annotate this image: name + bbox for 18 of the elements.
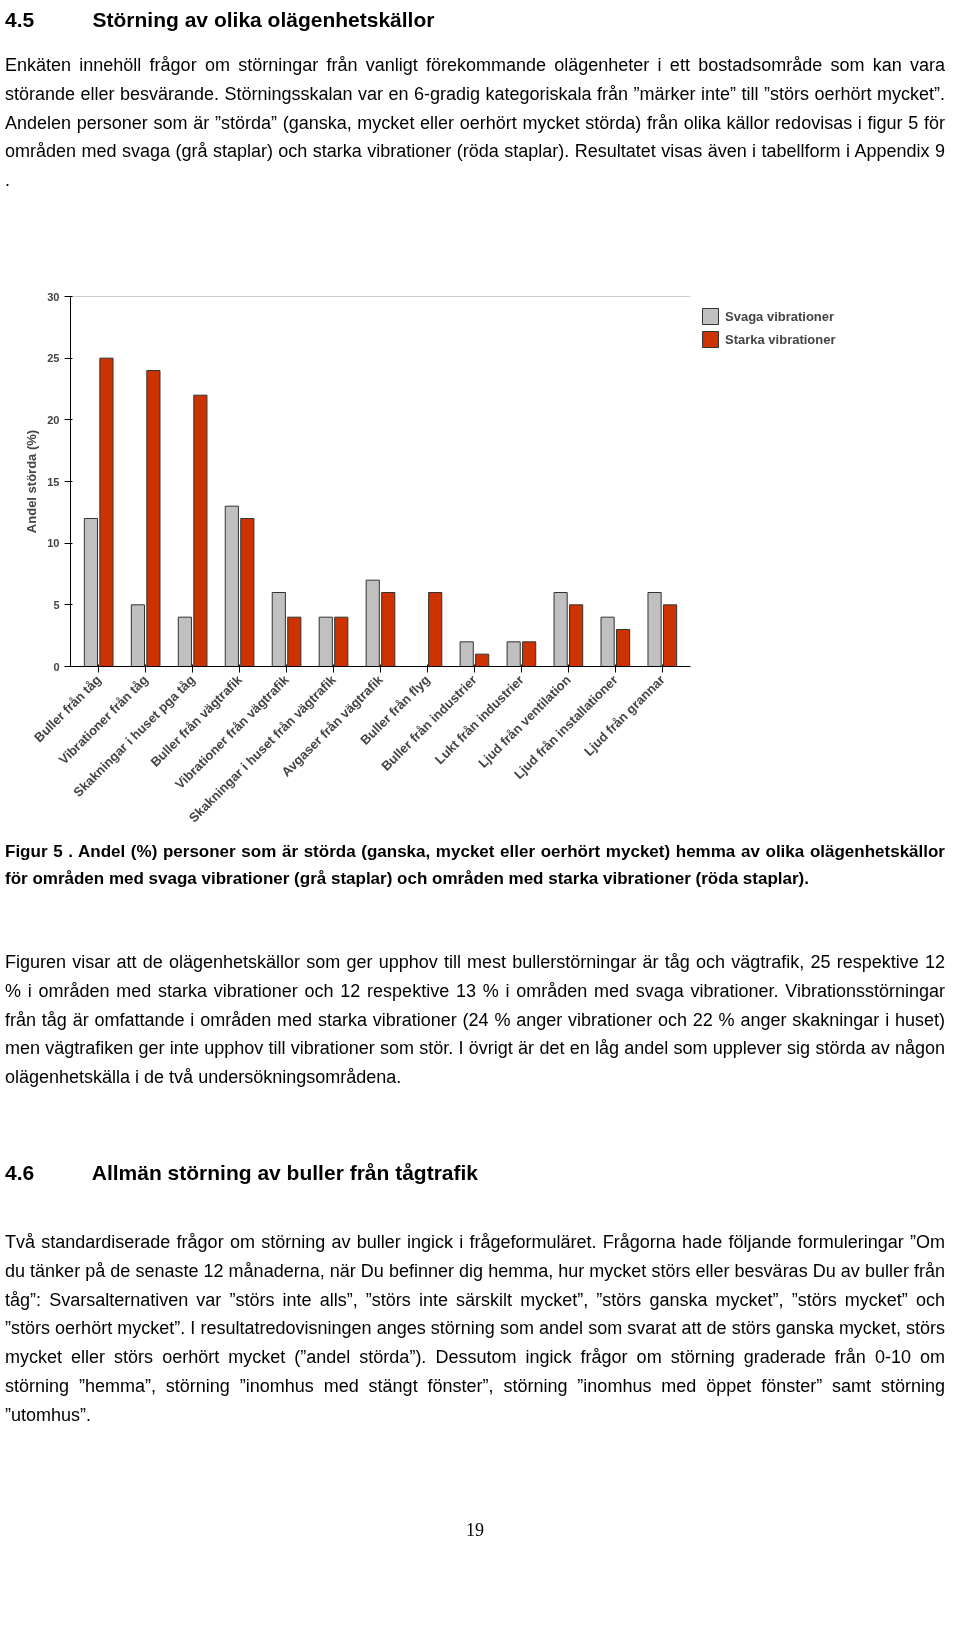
text: 19	[466, 1519, 484, 1542]
y-tick-label: 30	[47, 290, 60, 303]
text: Figur 5 . Andel (%) personer som är störda (ganska, mycket eller oerhört mycket) hemma av olika olägenhetskällor för områden med svaga vibrationer (grå staplar) och områden med starka vibrationer (röda staplar).	[5, 841, 945, 891]
y-tick-label: 0	[53, 660, 60, 673]
chart-title: 4.5 Störning av olika olägenhetskällor	[5, 7, 435, 33]
text: 4.6 Allmän störning av buller från tågtrafik	[5, 1160, 478, 1186]
bar	[428, 592, 443, 667]
y-tick-label: 5	[53, 598, 60, 611]
y-tick-label: 15	[47, 475, 60, 488]
text: Figuren visar att de olägenhetskällor som ger upphov till mest bullerstörningar är tåg och vägtrafik, 25 respektive 12 % i områden med starka vibrationer och 12 respektive 13 % i områden med svaga vibrationer. Vibrationsstörningar från tåg är omfattande i områden med starka vibrationer (24 % anger vibrationer och 22 % anger skakningar i huset) men vägtrafiken ger inte upphov till vibrationer som stör. I övrigt är det en låg andel som upplever sig störda av någon olägenhetskälla i de två undersökningsområdena.	[5, 951, 945, 1090]
legend-label: Svaga vibrationer	[725, 308, 835, 324]
legend-label: Starka vibrationer	[725, 331, 836, 347]
y-tick-label: 20	[47, 413, 60, 426]
y-axis-title: Andel störda (%)	[24, 429, 40, 534]
chart-subtitle: Enkäten innehöll frågor om störningar från vanligt förekommande olägenheter i ett bostadsområde som kan vara störande eller besvärande. Störningsskalan var en 6-gradig kategoriskala från ”märker inte” till ”störs oerhört mycket”. Andelen personer som är ”störda” (ganska, mycket eller oerhört mycket störda) från olika källor redovisas i figur 5 för områden med svaga (grå staplar) och starka vibrationer (röda staplar). Resultatet visas även i tabellform i Appendix 9 .	[5, 54, 945, 193]
y-tick-label: 25	[47, 352, 60, 365]
text: Två standardiserade frågor om störning av buller ingick i frågeformuläret. Frågorna hade följande formuleringar ”Om du tänker på de senaste 12 månaderna, när Du befinner dig hemma, hur mycket störs eller besväras Du av buller från tåg”: Svarsalternativen var ”störs inte alls”, ”störs inte särskilt mycket”, ”störs ganska mycket”, ”störs mycket” och ”störs oerhört mycket”. I resultatredovisningen anges störning som andel som svarat att de störs ganska mycket, störs mycket eller störs oerhört mycket (”andel störda”). Dessutom ingick frågor om störning graderade från 0-10 om störning ”hemma”, störning ”inomhus med stängt fönster”, störning ”inomhus med öppet fönster” samt störning ”utomhus”.	[5, 1231, 945, 1427]
y-tick-label: 10	[47, 537, 60, 550]
